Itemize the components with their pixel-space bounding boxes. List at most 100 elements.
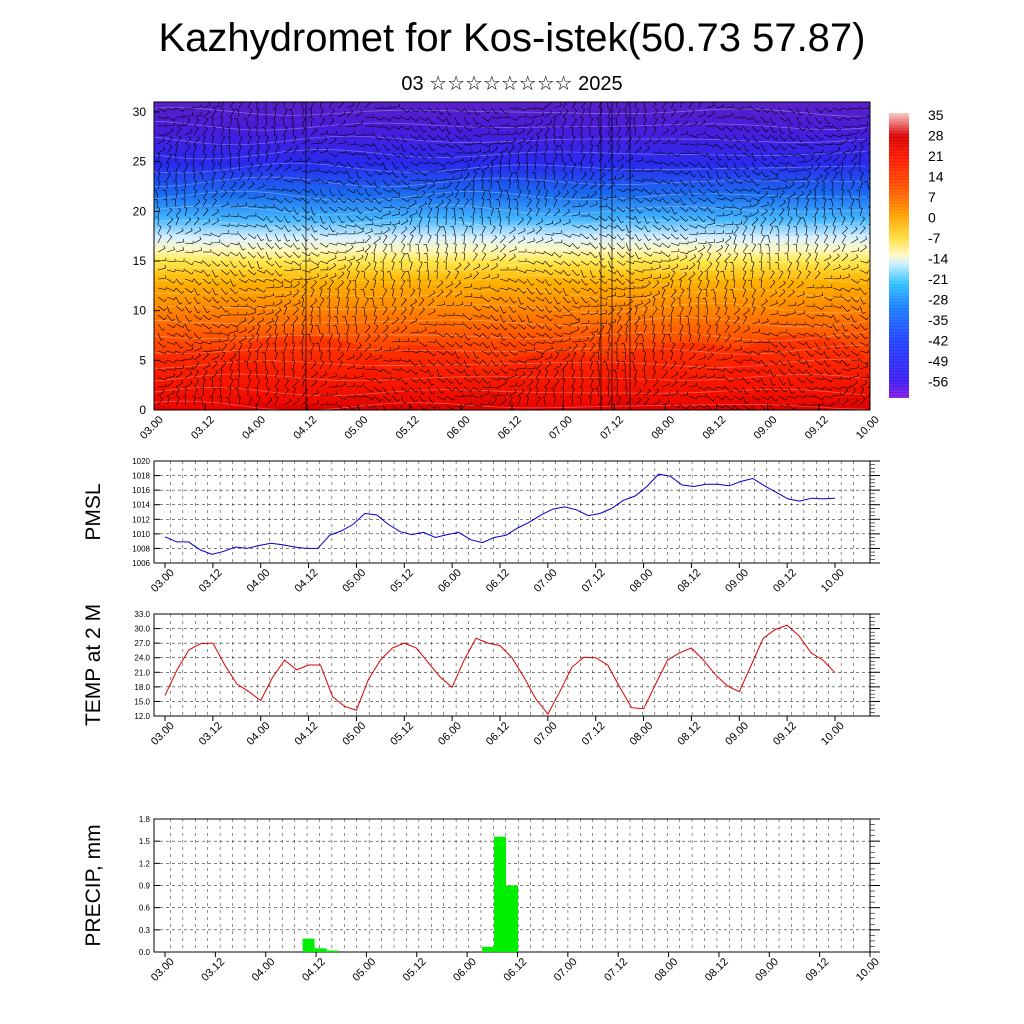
- wind-barb: [796, 377, 804, 384]
- wind-barb: [256, 173, 263, 181]
- wind-barb: [193, 323, 202, 327]
- wind-barb-flag: [577, 290, 581, 294]
- wind-barb: [625, 118, 629, 127]
- wind-barb: [418, 270, 420, 280]
- wind-barb: [688, 161, 696, 167]
- wind-barb-flag: [313, 213, 317, 215]
- wind-barb-flag: [261, 351, 265, 353]
- wind-barb-flag: [579, 225, 581, 229]
- wind-barb: [562, 192, 569, 199]
- wind-barb: [355, 271, 360, 280]
- wind-barb: [418, 152, 425, 160]
- wind-barb-flag: [537, 189, 541, 192]
- wind-barb-flag: [279, 307, 282, 311]
- wind-barb: [742, 377, 749, 385]
- wind-barb: [265, 117, 267, 127]
- wind-barb: [616, 242, 623, 250]
- wind-barb: [319, 283, 327, 289]
- wind-barb: [193, 119, 200, 127]
- wind-barb-flag: [777, 333, 779, 337]
- wind-barb-flag: [728, 334, 731, 337]
- wind-barb-flag: [721, 164, 725, 168]
- wind-barb-flag: [668, 245, 671, 248]
- wind-barb-flag: [863, 302, 867, 305]
- wind-barb: [391, 196, 400, 199]
- wind-barb: [688, 334, 692, 343]
- wind-barb-flag: [541, 308, 545, 312]
- wind-barb: [499, 190, 503, 199]
- wind-barb: [220, 127, 225, 136]
- wind-barb: [526, 305, 534, 312]
- wind-barb-flag: [532, 335, 536, 339]
- wind-barb-flag: [811, 354, 815, 357]
- wind-barb-flag: [226, 299, 230, 303]
- wind-barb-flag: [549, 310, 553, 313]
- wind-barb-flag: [830, 379, 833, 383]
- wind-barb: [301, 197, 309, 204]
- wind-barb-flag: [660, 259, 662, 263]
- wind-barb: [265, 251, 270, 260]
- wind-barb-flag: [767, 136, 770, 140]
- wind-barb-flag: [836, 154, 840, 158]
- wind-barb-flag: [758, 318, 760, 322]
- wind-barb-flag: [380, 346, 383, 350]
- wind-barb-flag: [788, 261, 792, 264]
- wind-barb: [751, 244, 756, 253]
- wind-barb-flag: [813, 152, 815, 156]
- wind-barb-flag: [424, 327, 427, 331]
- wind-barb-flag: [477, 154, 480, 158]
- wind-barb-flag: [467, 374, 471, 377]
- wind-barb-flag: [710, 158, 714, 161]
- wind-barb-flag: [352, 219, 355, 223]
- wind-barb-flag: [202, 135, 206, 137]
- wind-barb-flag: [704, 130, 707, 134]
- wind-barb-flag: [559, 291, 563, 294]
- wind-barb-flag: [461, 136, 464, 140]
- wind-barb: [607, 370, 610, 379]
- wind-barb-flag: [380, 209, 383, 212]
- wind-barb-flag: [290, 244, 293, 248]
- wind-barb: [715, 280, 720, 289]
- wind-barb: [220, 345, 228, 352]
- wind-barb: [310, 260, 319, 266]
- wind-barb-flag: [520, 302, 524, 305]
- wind-barb-flag: [234, 352, 237, 356]
- wind-barb: [571, 242, 578, 250]
- wind-barb-flag: [804, 142, 806, 146]
- wind-barb: [382, 326, 389, 334]
- wind-barb-flag: [467, 163, 471, 167]
- wind-barb: [418, 252, 420, 262]
- wind-barb-flag: [606, 296, 608, 300]
- wind-barb-flag: [740, 127, 743, 131]
- wind-barb: [643, 118, 647, 127]
- wind-barb: [697, 242, 707, 244]
- wind-barb-flag: [605, 280, 608, 284]
- wind-barb-flag: [756, 209, 760, 212]
- wind-barb: [859, 260, 868, 264]
- wind-barb: [436, 161, 444, 167]
- wind-barb-flag: [319, 351, 323, 353]
- wind-barb-flag: [368, 261, 371, 265]
- wind-barb: [616, 145, 621, 154]
- wind-barb-flag: [456, 198, 460, 201]
- wind-barb: [508, 368, 517, 372]
- wind-barb: [832, 116, 841, 121]
- wind-barb-flag: [306, 211, 310, 214]
- wind-barb: [517, 125, 527, 127]
- wind-barb-flag: [264, 224, 266, 228]
- wind-barb-flag: [731, 145, 734, 149]
- wind-barb-flag: [857, 280, 860, 284]
- wind-barb-flag: [435, 161, 437, 165]
- wind-barb-flag: [543, 261, 545, 265]
- wind-barb: [589, 331, 598, 334]
- wind-barb: [553, 162, 555, 172]
- wind-barb-flag: [649, 137, 652, 141]
- wind-barb-flag: [487, 345, 490, 349]
- wind-barb: [607, 242, 613, 250]
- wind-barb-flag: [670, 306, 674, 308]
- wind-barb-flag: [368, 343, 372, 346]
- wind-barb-flag: [479, 165, 481, 169]
- wind-barb: [256, 154, 260, 163]
- wind-barb: [175, 217, 180, 226]
- wind-barb: [706, 241, 715, 244]
